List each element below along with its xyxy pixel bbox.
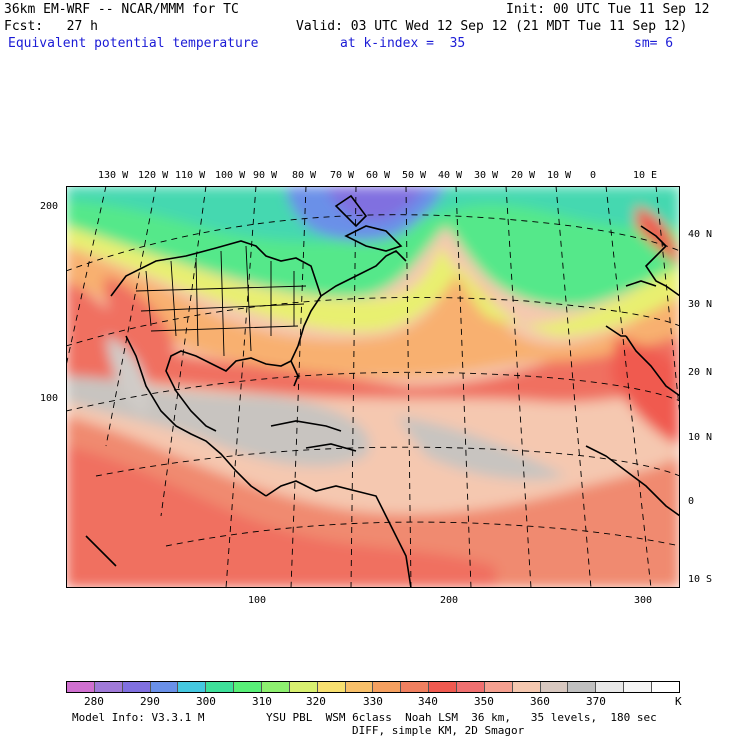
lon-label: 80 W — [292, 170, 317, 181]
state-borders — [135, 245, 307, 357]
colorbar-swatch — [206, 682, 235, 692]
colorbar-swatch — [122, 682, 151, 692]
lat-label: 40 N — [688, 229, 713, 240]
diffusion-info: DIFF, simple KM, 2D Smagor — [352, 724, 525, 737]
colorbar-swatch — [401, 682, 430, 692]
lat-label: 20 N — [688, 367, 713, 378]
colorbar-swatch — [596, 682, 625, 692]
theta-e-map — [66, 186, 680, 588]
colorbar-label: 300 — [196, 695, 216, 708]
lon-label: 100 W — [215, 170, 246, 181]
grid-label-left-200: 200 — [40, 201, 59, 212]
lon-label: 10 W — [547, 170, 572, 181]
lon-label: 0 — [590, 170, 597, 181]
field-shading — [66, 186, 680, 588]
colorbar-swatch — [373, 682, 402, 692]
graticule — [66, 186, 680, 588]
lat-label: 0 — [688, 496, 695, 507]
colorbar-label: 290 — [140, 695, 160, 708]
valid-time: Valid: 03 UTC Wed 12 Sep 12 (21 MDT Tue … — [296, 19, 688, 34]
colorbar-label: 320 — [306, 695, 326, 708]
colorbar-swatch — [345, 682, 374, 692]
grid-label-left-100: 100 — [40, 393, 59, 404]
model-title: 36km EM-WRF -- NCAR/MMM for TC — [4, 2, 239, 17]
grid-label-bottom-300: 300 — [634, 595, 653, 606]
colorbar-swatch — [457, 682, 485, 692]
colorbar-label: K — [675, 695, 682, 708]
lon-label: 70 W — [330, 170, 355, 181]
colorbar-swatch — [94, 682, 123, 692]
grid-label-bottom-200: 200 — [440, 595, 459, 606]
colorbar-swatch — [540, 682, 569, 692]
colorbar-swatch — [289, 682, 318, 692]
lat-label: 30 N — [688, 299, 713, 310]
colorbar-swatch — [150, 682, 179, 692]
colorbar-label: 330 — [363, 695, 383, 708]
colorbar-label: 340 — [418, 695, 438, 708]
forecast-hour: Fcst: 27 h — [4, 19, 98, 34]
map-canvas — [66, 186, 680, 588]
smoothing-label: sm= 6 — [634, 36, 674, 51]
colorbar-swatch — [67, 682, 95, 692]
colorbar-label: 310 — [252, 695, 272, 708]
lon-label: 40 W — [438, 170, 463, 181]
colorbar — [66, 681, 680, 693]
colorbar-label: 360 — [530, 695, 550, 708]
lat-label: 10 N — [688, 432, 713, 443]
colorbar-label: 370 — [586, 695, 606, 708]
grid-label-bottom-100: 100 — [248, 595, 267, 606]
lon-label: 60 W — [366, 170, 391, 181]
lon-label: 20 W — [511, 170, 536, 181]
coastlines — [85, 194, 680, 588]
lon-label: 90 W — [253, 170, 278, 181]
colorbar-swatch — [624, 682, 653, 692]
colorbar-swatch — [429, 682, 458, 692]
colorbar-swatch — [512, 682, 541, 692]
lon-label: 120 W — [138, 170, 169, 181]
physics-info: YSU PBL WSM 6class Noah LSM 36 km, 35 le… — [266, 711, 657, 724]
lon-label: 130 W — [98, 170, 129, 181]
lon-label: 10 E — [633, 170, 658, 181]
colorbar-swatch — [568, 682, 597, 692]
colorbar-label: 350 — [474, 695, 494, 708]
colorbar-swatch — [234, 682, 263, 692]
colorbar-label: 280 — [84, 695, 104, 708]
colorbar-swatch — [262, 682, 290, 692]
model-info: Model Info: V3.3.1 M — [72, 711, 205, 724]
colorbar-swatch — [484, 682, 513, 692]
colorbar-swatch — [317, 682, 346, 692]
lon-label: 50 W — [402, 170, 427, 181]
level-label: at k-index = 35 — [340, 36, 466, 51]
colorbar-swatch — [178, 682, 207, 692]
lon-label: 30 W — [474, 170, 499, 181]
init-time: Init: 00 UTC Tue 11 Sep 12 — [506, 2, 710, 17]
lon-label: 110 W — [175, 170, 206, 181]
field-name: Equivalent potential temperature — [8, 36, 259, 51]
lat-label: 10 S — [688, 574, 713, 585]
colorbar-swatch — [652, 682, 679, 692]
